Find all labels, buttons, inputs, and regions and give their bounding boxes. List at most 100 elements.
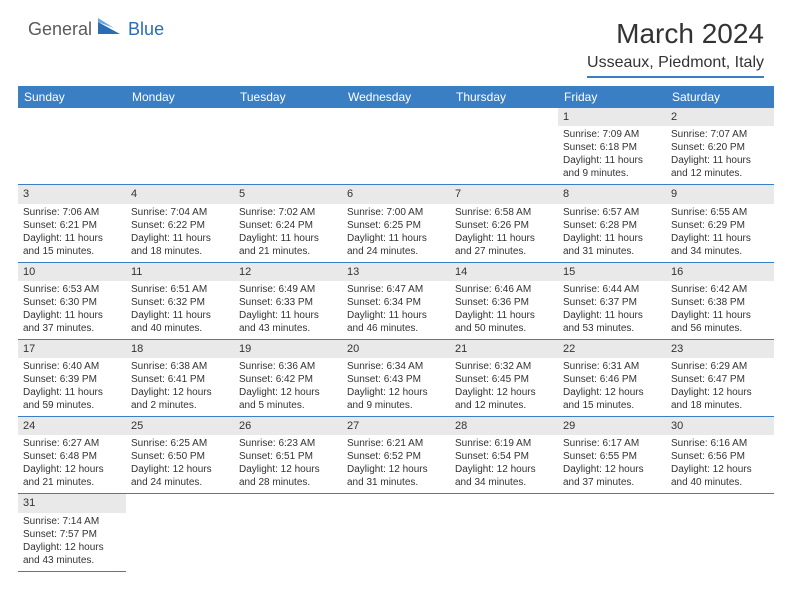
day-number: 7 bbox=[450, 185, 558, 203]
sunrise-text: Sunrise: 6:32 AM bbox=[455, 360, 553, 373]
sunrise-text: Sunrise: 6:31 AM bbox=[563, 360, 661, 373]
sunset-text: Sunset: 6:22 PM bbox=[131, 219, 229, 232]
day-number: 31 bbox=[18, 494, 126, 512]
day-number: 8 bbox=[558, 185, 666, 203]
sunrise-text: Sunrise: 7:09 AM bbox=[563, 128, 661, 141]
day-data: Sunrise: 6:36 AMSunset: 6:42 PMDaylight:… bbox=[234, 358, 342, 416]
sunset-text: Sunset: 6:20 PM bbox=[671, 141, 769, 154]
daylight-text: Daylight: 12 hours and 37 minutes. bbox=[563, 463, 661, 489]
logo: General Blue bbox=[28, 18, 164, 41]
sunset-text: Sunset: 6:51 PM bbox=[239, 450, 337, 463]
sunrise-text: Sunrise: 6:19 AM bbox=[455, 437, 553, 450]
daylight-text: Daylight: 11 hours and 43 minutes. bbox=[239, 309, 337, 335]
daylight-text: Daylight: 11 hours and 46 minutes. bbox=[347, 309, 445, 335]
day-number: 22 bbox=[558, 340, 666, 358]
calendar-day-cell: 7Sunrise: 6:58 AMSunset: 6:26 PMDaylight… bbox=[450, 185, 558, 262]
day-number: 1 bbox=[558, 108, 666, 126]
daylight-text: Daylight: 11 hours and 12 minutes. bbox=[671, 154, 769, 180]
logo-flag-icon bbox=[98, 18, 124, 41]
sunset-text: Sunset: 6:29 PM bbox=[671, 219, 769, 232]
calendar-day-cell: 26Sunrise: 6:23 AMSunset: 6:51 PMDayligh… bbox=[234, 417, 342, 494]
calendar-week-row: 31Sunrise: 7:14 AMSunset: 7:57 PMDayligh… bbox=[18, 494, 774, 571]
calendar-day-cell: 16Sunrise: 6:42 AMSunset: 6:38 PMDayligh… bbox=[666, 262, 774, 339]
daylight-text: Daylight: 12 hours and 24 minutes. bbox=[131, 463, 229, 489]
day-number: 25 bbox=[126, 417, 234, 435]
daylight-text: Daylight: 11 hours and 15 minutes. bbox=[23, 232, 121, 258]
day-data: Sunrise: 6:42 AMSunset: 6:38 PMDaylight:… bbox=[666, 281, 774, 339]
day-data: Sunrise: 6:40 AMSunset: 6:39 PMDaylight:… bbox=[18, 358, 126, 416]
sunset-text: Sunset: 6:47 PM bbox=[671, 373, 769, 386]
calendar-day-cell bbox=[450, 108, 558, 185]
col-monday: Monday bbox=[126, 86, 234, 108]
daylight-text: Daylight: 11 hours and 37 minutes. bbox=[23, 309, 121, 335]
calendar-header-row: Sunday Monday Tuesday Wednesday Thursday… bbox=[18, 86, 774, 108]
daylight-text: Daylight: 12 hours and 31 minutes. bbox=[347, 463, 445, 489]
calendar-day-cell: 4Sunrise: 7:04 AMSunset: 6:22 PMDaylight… bbox=[126, 185, 234, 262]
day-number: 24 bbox=[18, 417, 126, 435]
daylight-text: Daylight: 12 hours and 18 minutes. bbox=[671, 386, 769, 412]
day-number: 4 bbox=[126, 185, 234, 203]
location-label: Usseaux, Piedmont, Italy bbox=[587, 54, 764, 78]
daylight-text: Daylight: 12 hours and 40 minutes. bbox=[671, 463, 769, 489]
calendar-day-cell bbox=[234, 494, 342, 571]
daylight-text: Daylight: 12 hours and 5 minutes. bbox=[239, 386, 337, 412]
calendar-day-cell bbox=[342, 108, 450, 185]
logo-text-blue: Blue bbox=[128, 19, 164, 40]
day-data: Sunrise: 6:44 AMSunset: 6:37 PMDaylight:… bbox=[558, 281, 666, 339]
day-number: 19 bbox=[234, 340, 342, 358]
sunset-text: Sunset: 6:42 PM bbox=[239, 373, 337, 386]
sunset-text: Sunset: 6:50 PM bbox=[131, 450, 229, 463]
day-data: Sunrise: 6:25 AMSunset: 6:50 PMDaylight:… bbox=[126, 435, 234, 493]
calendar-day-cell: 28Sunrise: 6:19 AMSunset: 6:54 PMDayligh… bbox=[450, 417, 558, 494]
sunset-text: Sunset: 6:56 PM bbox=[671, 450, 769, 463]
daylight-text: Daylight: 11 hours and 40 minutes. bbox=[131, 309, 229, 335]
day-data: Sunrise: 6:51 AMSunset: 6:32 PMDaylight:… bbox=[126, 281, 234, 339]
calendar-day-cell: 1Sunrise: 7:09 AMSunset: 6:18 PMDaylight… bbox=[558, 108, 666, 185]
calendar-week-row: 3Sunrise: 7:06 AMSunset: 6:21 PMDaylight… bbox=[18, 185, 774, 262]
day-data: Sunrise: 6:55 AMSunset: 6:29 PMDaylight:… bbox=[666, 204, 774, 262]
col-tuesday: Tuesday bbox=[234, 86, 342, 108]
col-saturday: Saturday bbox=[666, 86, 774, 108]
daylight-text: Daylight: 11 hours and 56 minutes. bbox=[671, 309, 769, 335]
daylight-text: Daylight: 11 hours and 50 minutes. bbox=[455, 309, 553, 335]
daylight-text: Daylight: 12 hours and 15 minutes. bbox=[563, 386, 661, 412]
sunset-text: Sunset: 6:39 PM bbox=[23, 373, 121, 386]
sunrise-text: Sunrise: 6:49 AM bbox=[239, 283, 337, 296]
day-data: Sunrise: 6:57 AMSunset: 6:28 PMDaylight:… bbox=[558, 204, 666, 262]
sunset-text: Sunset: 6:38 PM bbox=[671, 296, 769, 309]
calendar-day-cell bbox=[126, 494, 234, 571]
day-number: 18 bbox=[126, 340, 234, 358]
day-data: Sunrise: 6:46 AMSunset: 6:36 PMDaylight:… bbox=[450, 281, 558, 339]
day-data: Sunrise: 6:23 AMSunset: 6:51 PMDaylight:… bbox=[234, 435, 342, 493]
calendar-day-cell: 2Sunrise: 7:07 AMSunset: 6:20 PMDaylight… bbox=[666, 108, 774, 185]
calendar-day-cell bbox=[342, 494, 450, 571]
daylight-text: Daylight: 11 hours and 34 minutes. bbox=[671, 232, 769, 258]
day-number: 15 bbox=[558, 263, 666, 281]
col-sunday: Sunday bbox=[18, 86, 126, 108]
calendar-day-cell: 22Sunrise: 6:31 AMSunset: 6:46 PMDayligh… bbox=[558, 339, 666, 416]
calendar-day-cell: 13Sunrise: 6:47 AMSunset: 6:34 PMDayligh… bbox=[342, 262, 450, 339]
day-data: Sunrise: 6:17 AMSunset: 6:55 PMDaylight:… bbox=[558, 435, 666, 493]
daylight-text: Daylight: 11 hours and 59 minutes. bbox=[23, 386, 121, 412]
sunset-text: Sunset: 6:48 PM bbox=[23, 450, 121, 463]
sunrise-text: Sunrise: 6:25 AM bbox=[131, 437, 229, 450]
sunrise-text: Sunrise: 6:21 AM bbox=[347, 437, 445, 450]
calendar-day-cell bbox=[666, 494, 774, 571]
day-data: Sunrise: 6:38 AMSunset: 6:41 PMDaylight:… bbox=[126, 358, 234, 416]
day-data: Sunrise: 6:34 AMSunset: 6:43 PMDaylight:… bbox=[342, 358, 450, 416]
calendar-day-cell: 31Sunrise: 7:14 AMSunset: 7:57 PMDayligh… bbox=[18, 494, 126, 571]
sunrise-text: Sunrise: 7:07 AM bbox=[671, 128, 769, 141]
sunset-text: Sunset: 6:32 PM bbox=[131, 296, 229, 309]
day-data: Sunrise: 7:06 AMSunset: 6:21 PMDaylight:… bbox=[18, 204, 126, 262]
sunset-text: Sunset: 6:33 PM bbox=[239, 296, 337, 309]
day-data: Sunrise: 6:29 AMSunset: 6:47 PMDaylight:… bbox=[666, 358, 774, 416]
calendar-day-cell: 5Sunrise: 7:02 AMSunset: 6:24 PMDaylight… bbox=[234, 185, 342, 262]
col-thursday: Thursday bbox=[450, 86, 558, 108]
day-data: Sunrise: 7:14 AMSunset: 7:57 PMDaylight:… bbox=[18, 513, 126, 571]
sunrise-text: Sunrise: 6:46 AM bbox=[455, 283, 553, 296]
sunrise-text: Sunrise: 6:27 AM bbox=[23, 437, 121, 450]
day-data: Sunrise: 6:27 AMSunset: 6:48 PMDaylight:… bbox=[18, 435, 126, 493]
sunrise-text: Sunrise: 6:34 AM bbox=[347, 360, 445, 373]
day-number: 17 bbox=[18, 340, 126, 358]
calendar-day-cell: 10Sunrise: 6:53 AMSunset: 6:30 PMDayligh… bbox=[18, 262, 126, 339]
